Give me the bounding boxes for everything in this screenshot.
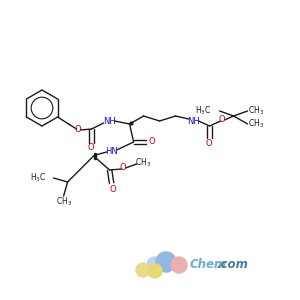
- Circle shape: [148, 264, 162, 278]
- Circle shape: [171, 257, 187, 273]
- Text: NH: NH: [187, 116, 200, 125]
- Text: O: O: [87, 143, 94, 152]
- Text: CH$_3$: CH$_3$: [134, 157, 151, 169]
- Circle shape: [156, 252, 176, 272]
- Text: NH: NH: [103, 116, 116, 125]
- Text: H$_3$C: H$_3$C: [30, 172, 46, 184]
- Circle shape: [136, 263, 150, 277]
- Text: CH$_3$: CH$_3$: [248, 105, 264, 117]
- Text: O: O: [109, 184, 116, 194]
- Text: O: O: [74, 125, 81, 134]
- Text: O: O: [218, 116, 225, 124]
- Text: HN: HN: [105, 148, 118, 157]
- Text: CH$_3$: CH$_3$: [248, 118, 264, 130]
- Text: H$_3$C: H$_3$C: [195, 105, 212, 117]
- Text: O: O: [205, 139, 212, 148]
- Text: Chem: Chem: [190, 259, 227, 272]
- Circle shape: [147, 257, 163, 273]
- Text: .com: .com: [216, 259, 248, 272]
- Text: CH$_3$: CH$_3$: [56, 196, 72, 208]
- Text: O: O: [119, 164, 126, 172]
- Text: O: O: [148, 137, 155, 146]
